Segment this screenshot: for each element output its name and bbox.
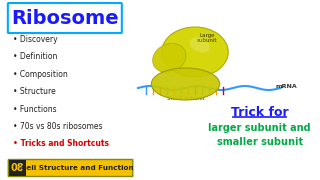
Text: • 70s vs 80s ribosomes: • 70s vs 80s ribosomes [12, 122, 102, 131]
Text: 08: 08 [11, 163, 24, 173]
Text: Cell Structure and Function: Cell Structure and Function [21, 165, 133, 171]
Ellipse shape [162, 27, 228, 77]
Text: • Composition: • Composition [12, 69, 67, 78]
FancyBboxPatch shape [9, 160, 26, 176]
Text: • Definition: • Definition [12, 52, 57, 61]
Text: • Functions: • Functions [12, 105, 56, 114]
Text: Trick for: Trick for [231, 105, 288, 118]
Text: Small subunit: Small subunit [167, 96, 204, 100]
Text: • Structure: • Structure [12, 87, 55, 96]
Text: • Discovery: • Discovery [12, 35, 57, 44]
Text: Ribosome: Ribosome [11, 8, 119, 28]
Ellipse shape [190, 37, 210, 53]
Ellipse shape [151, 68, 220, 100]
Text: • Tricks and Shortcuts: • Tricks and Shortcuts [12, 140, 108, 148]
FancyBboxPatch shape [8, 3, 122, 33]
Text: mRNA: mRNA [276, 84, 298, 89]
Text: larger subunit and
smaller subunit: larger subunit and smaller subunit [208, 123, 311, 147]
FancyBboxPatch shape [8, 159, 133, 177]
Ellipse shape [153, 44, 186, 73]
Text: Large
subunit: Large subunit [197, 33, 218, 43]
